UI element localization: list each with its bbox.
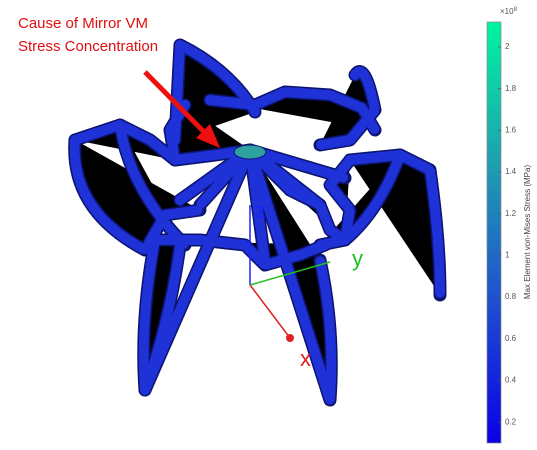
colorbar-tick-label: 0.6 — [505, 334, 517, 343]
y-axis-label: y — [352, 246, 363, 271]
annotation-line: Cause of Mirror VM — [18, 15, 148, 32]
colorbar — [486, 21, 502, 444]
colorbar-tick-label: 0.4 — [505, 376, 517, 385]
colorbar-tick-label: 2 — [505, 42, 510, 51]
x-axis-label: x — [300, 346, 311, 371]
annotation-arrowhead — [196, 124, 220, 148]
colorbar-tick-label: 0.2 — [505, 417, 517, 426]
annotation-line: Stress Concentration — [18, 38, 158, 55]
axis-triad: z y x — [249, 200, 363, 371]
annotation: Cause of Mirror VM Stress Concentration — [18, 15, 220, 148]
colorbar-tick-label: 1.4 — [505, 167, 517, 176]
colorbar-label: Max Element von-Mises Stress (MPa) — [523, 165, 532, 300]
colorbar-tick-label: 1.2 — [505, 209, 517, 218]
colorbar-multiplier: ×108 — [500, 7, 518, 17]
structure — [75, 45, 440, 400]
colorbar-tick-label: 1.6 — [505, 125, 517, 134]
colorbar-tick-label: 0.8 — [505, 292, 517, 301]
colorbar-tick-label: 1.8 — [505, 84, 517, 93]
annotation-arrow — [143, 70, 207, 135]
z-axis-label: z — [256, 200, 266, 222]
colorbar-tick-label: 1 — [505, 251, 510, 260]
